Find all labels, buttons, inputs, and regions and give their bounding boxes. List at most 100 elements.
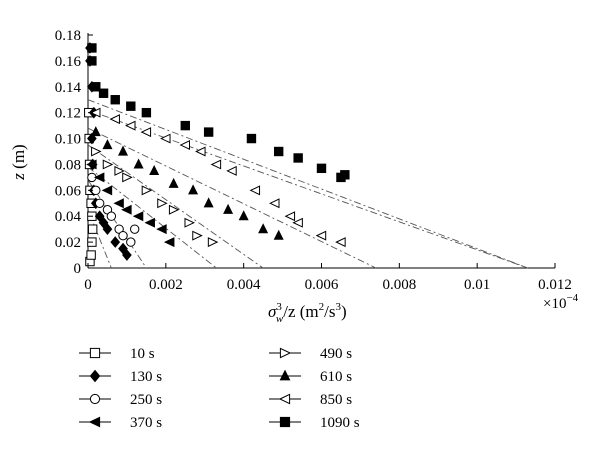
y-axis-label: z (m) (9, 144, 28, 180)
legend-item: 610 s (269, 369, 352, 385)
data-point (144, 217, 155, 228)
data-points (84, 42, 350, 267)
x-tick-label: 0.004 (227, 277, 261, 293)
data-point (86, 250, 96, 260)
legend-item: 850 s (269, 392, 352, 408)
data-point (110, 236, 121, 248)
data-point (157, 198, 168, 209)
data-point (121, 204, 132, 215)
data-point (118, 145, 129, 156)
data-point (140, 127, 152, 138)
y-tick-label: 0 (74, 261, 82, 277)
data-point (90, 107, 101, 118)
legend-marker (279, 416, 291, 428)
legend-item: 250 s (79, 392, 162, 408)
data-point (118, 230, 128, 241)
legend-marker (89, 347, 101, 359)
data-point (149, 164, 160, 175)
data-point (246, 133, 257, 144)
data-point (93, 172, 105, 183)
legend-item: 10 s (79, 346, 155, 362)
legend-item: 490 s (269, 346, 352, 362)
x-ticks: 0 0.002 0.004 0.006 0.008 0.01 0.012 (84, 263, 572, 293)
data-point (91, 146, 102, 157)
y-tick-label: 0.14 (55, 80, 82, 96)
y-ticks: 0 0.02 0.04 0.06 0.08 0.10 0.12 0.14 0.16 0.18 (55, 28, 93, 277)
fit-line (87, 99, 528, 269)
x-tick-label: 0.012 (538, 277, 572, 293)
data-point (192, 230, 203, 241)
data-point (132, 211, 144, 222)
data-point (292, 217, 303, 228)
fit-line (87, 127, 377, 269)
legend-marker (279, 369, 291, 381)
data-point (284, 211, 296, 222)
y-tick-label: 0.02 (55, 235, 81, 251)
data-point (118, 242, 128, 255)
data-point (273, 146, 284, 157)
y-tick-label: 0.18 (55, 28, 81, 44)
y-tick-label: 0.12 (55, 106, 81, 122)
data-point (90, 126, 101, 137)
data-point (125, 120, 136, 131)
data-point (269, 198, 280, 209)
legend-label: 850 s (320, 392, 352, 408)
y-tick-label: 0.10 (55, 132, 81, 148)
data-point (238, 210, 249, 221)
data-point (258, 223, 269, 234)
legend-marker (279, 347, 292, 359)
legend-label: 1090 s (320, 415, 360, 431)
data-point (163, 237, 175, 248)
data-point (315, 230, 327, 241)
data-point (141, 107, 152, 118)
x-multiplier: ×10−4 (543, 292, 579, 312)
x-axis-label: σ3 w/z (m2/s3) (268, 301, 347, 325)
data-point (340, 170, 350, 180)
data-point (316, 163, 327, 174)
data-point (168, 177, 179, 188)
data-point (114, 165, 125, 176)
legend-marker (88, 416, 101, 428)
data-point (106, 211, 117, 221)
y-tick-label: 0.08 (55, 157, 81, 173)
legend-marker (89, 369, 101, 383)
data-point (273, 229, 284, 240)
data-point (223, 203, 234, 214)
y-tick-label: 0.16 (55, 54, 82, 70)
legend-label: 10 s (130, 346, 155, 362)
axes (87, 33, 555, 269)
data-point (179, 140, 190, 151)
data-point (102, 223, 113, 235)
data-point (203, 127, 214, 137)
data-point (130, 224, 140, 234)
data-point (110, 95, 120, 105)
y-tick-label: 0.04 (55, 209, 82, 225)
fit-lines (87, 99, 528, 269)
data-point (101, 185, 113, 196)
data-point (210, 159, 222, 170)
x-tick-label: 0.002 (149, 277, 183, 293)
legend-item: 370 s (79, 415, 162, 431)
data-point (109, 114, 120, 125)
data-point (87, 224, 98, 234)
legend-marker (89, 393, 101, 405)
data-point (207, 237, 219, 248)
data-point (184, 217, 195, 228)
data-point (102, 139, 113, 150)
legend-label: 250 s (130, 392, 162, 408)
fit-line (87, 109, 528, 269)
data-point (126, 101, 136, 111)
fit-line (87, 144, 264, 269)
data-point (94, 198, 105, 208)
data-point (122, 249, 132, 261)
data-point (133, 158, 144, 169)
data-point (335, 237, 346, 248)
data-point (102, 159, 114, 170)
x-tick-label: 0.008 (382, 277, 416, 293)
data-point (226, 165, 237, 176)
data-point (126, 237, 136, 247)
data-point (293, 153, 303, 163)
legend-label: 370 s (130, 415, 162, 431)
